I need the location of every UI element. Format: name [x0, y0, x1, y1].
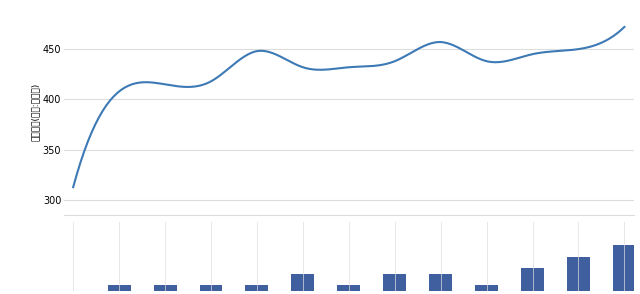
Bar [567, 257, 590, 291]
Bar [613, 245, 636, 291]
Bar [337, 285, 360, 291]
Bar [383, 274, 406, 291]
Y-axis label: 거래금액(단위:백만원): 거래금액(단위:백만원) [31, 83, 40, 141]
Bar [521, 268, 544, 291]
Bar [429, 274, 452, 291]
Bar [246, 285, 268, 291]
Bar [291, 274, 314, 291]
Bar [154, 285, 177, 291]
Bar [200, 285, 223, 291]
Bar [475, 285, 498, 291]
Bar [108, 285, 131, 291]
